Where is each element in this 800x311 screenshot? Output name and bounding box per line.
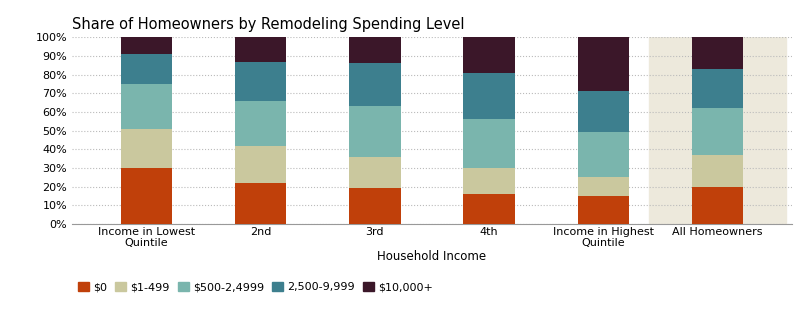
Bar bbox=[349, 188, 401, 224]
Bar bbox=[649, 37, 786, 224]
Bar bbox=[463, 73, 515, 119]
Bar bbox=[578, 132, 629, 177]
Bar bbox=[578, 91, 629, 132]
Bar bbox=[235, 146, 286, 183]
Bar bbox=[692, 37, 743, 69]
Bar bbox=[121, 129, 172, 168]
Text: Share of Homeowners by Remodeling Spending Level: Share of Homeowners by Remodeling Spendi… bbox=[72, 17, 465, 32]
Bar bbox=[349, 106, 401, 157]
Bar bbox=[578, 37, 629, 91]
Bar bbox=[463, 37, 515, 73]
Bar bbox=[121, 54, 172, 84]
Bar bbox=[235, 101, 286, 146]
Bar bbox=[578, 196, 629, 224]
Bar bbox=[578, 177, 629, 196]
Bar bbox=[349, 37, 401, 63]
Bar bbox=[463, 119, 515, 168]
Bar bbox=[235, 183, 286, 224]
Bar bbox=[463, 168, 515, 194]
Bar bbox=[692, 155, 743, 187]
Bar bbox=[349, 157, 401, 188]
Bar bbox=[463, 194, 515, 224]
Bar bbox=[692, 69, 743, 108]
Bar bbox=[349, 63, 401, 106]
Bar bbox=[692, 108, 743, 155]
X-axis label: Household Income: Household Income bbox=[378, 250, 486, 263]
Bar bbox=[121, 37, 172, 54]
Legend: $0, $1-499, $500-2,4999, 2,500-9,999, $10,000+: $0, $1-499, $500-2,4999, 2,500-9,999, $1… bbox=[78, 282, 434, 292]
Bar bbox=[121, 168, 172, 224]
Bar bbox=[235, 37, 286, 62]
Bar bbox=[235, 62, 286, 101]
Bar bbox=[121, 84, 172, 129]
Bar bbox=[692, 187, 743, 224]
